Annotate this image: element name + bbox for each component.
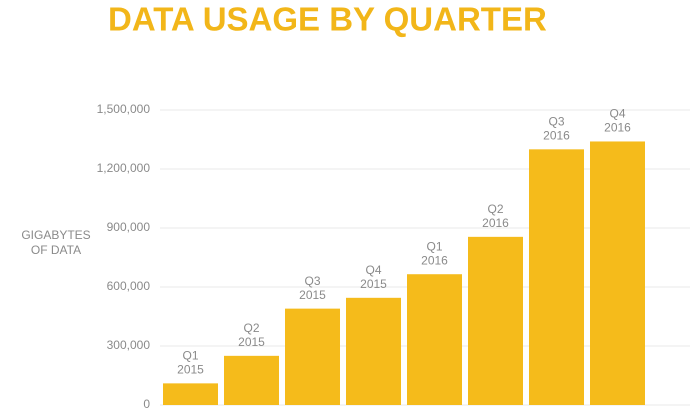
y-tick-label: 0 (143, 397, 150, 410)
bar-label: Q2 (243, 321, 259, 335)
bar (163, 383, 218, 405)
bar (224, 355, 279, 405)
bar (407, 274, 462, 405)
bar (468, 236, 523, 405)
y-axis-label: GIGABYTES (21, 228, 90, 242)
bar-label: 2015 (177, 363, 204, 377)
bar-label: Q3 (304, 274, 320, 288)
bar-label: 2015 (238, 335, 265, 349)
chart-title: DATA USAGE BY QUARTER (108, 1, 547, 38)
bar (529, 149, 584, 405)
bar-label: Q3 (548, 115, 564, 129)
bar-label: 2016 (543, 129, 570, 143)
bar-label: 2016 (482, 216, 509, 230)
bar-label: 2016 (604, 121, 631, 135)
y-tick-label: 300,000 (107, 338, 151, 352)
bar (590, 141, 645, 405)
bar (346, 297, 401, 405)
y-tick-label: 1,500,000 (97, 102, 151, 116)
bar-label: 2015 (299, 288, 326, 302)
bar-label: Q4 (609, 107, 625, 121)
y-tick-label: 900,000 (107, 220, 151, 234)
y-tick-label: 600,000 (107, 279, 151, 293)
bar-label: 2015 (360, 277, 387, 291)
bar-label: Q1 (182, 349, 198, 363)
y-axis-label: OF DATA (31, 243, 81, 257)
y-tick-label: 1,200,000 (97, 161, 151, 175)
bar-label: 2016 (421, 253, 448, 267)
bar-label: Q1 (426, 239, 442, 253)
bar-label: Q4 (365, 263, 381, 277)
bar (285, 308, 340, 405)
bar-label: Q2 (487, 202, 503, 216)
